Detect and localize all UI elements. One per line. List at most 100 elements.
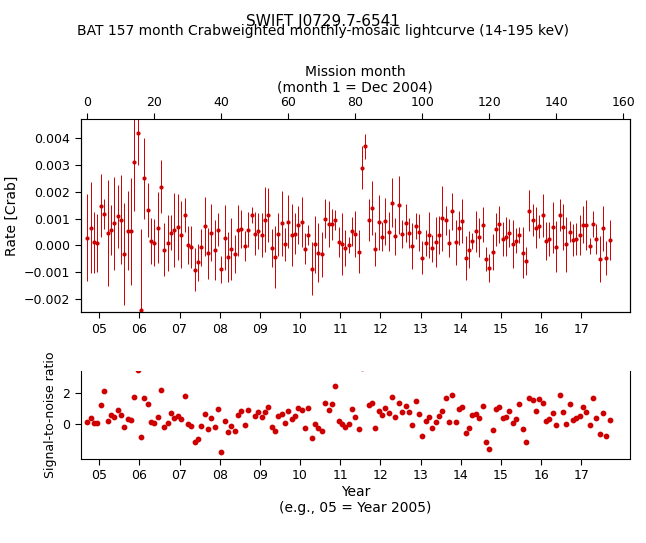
Point bbox=[196, 422, 207, 431]
Point bbox=[401, 402, 411, 411]
Point bbox=[514, 400, 525, 408]
Point bbox=[180, 392, 190, 401]
Point bbox=[313, 424, 324, 433]
Point bbox=[310, 419, 320, 428]
Point bbox=[216, 448, 227, 457]
Point bbox=[548, 409, 558, 418]
Point bbox=[364, 401, 374, 409]
Point bbox=[581, 407, 592, 416]
Point bbox=[407, 420, 417, 429]
Point bbox=[320, 399, 330, 407]
Point bbox=[367, 399, 377, 407]
Point bbox=[250, 412, 260, 420]
Point bbox=[203, 425, 213, 434]
Point bbox=[357, 364, 367, 372]
Point bbox=[243, 406, 253, 415]
Point bbox=[504, 406, 514, 415]
Point bbox=[557, 408, 568, 416]
Point bbox=[132, 365, 143, 374]
Point bbox=[96, 400, 106, 409]
Point bbox=[236, 407, 247, 415]
Point bbox=[477, 402, 488, 411]
Point bbox=[601, 432, 612, 440]
Point bbox=[293, 403, 304, 412]
Point bbox=[578, 403, 588, 412]
Point bbox=[166, 409, 176, 418]
Point bbox=[471, 409, 481, 418]
Point bbox=[568, 415, 578, 424]
Point bbox=[143, 400, 153, 408]
Point bbox=[183, 420, 193, 428]
Point bbox=[156, 385, 166, 394]
Point bbox=[497, 414, 508, 422]
Point bbox=[517, 425, 528, 433]
Point bbox=[491, 405, 501, 414]
Point bbox=[303, 404, 313, 413]
Point bbox=[377, 411, 387, 419]
Point bbox=[488, 426, 498, 434]
Point bbox=[112, 406, 123, 414]
Point bbox=[424, 413, 434, 422]
Point bbox=[591, 414, 601, 422]
Point bbox=[537, 399, 548, 407]
Point bbox=[149, 418, 160, 427]
Point bbox=[444, 418, 454, 426]
Point bbox=[373, 407, 384, 415]
Point bbox=[594, 430, 605, 438]
Point bbox=[333, 416, 344, 425]
Point bbox=[481, 438, 491, 447]
Point bbox=[390, 413, 401, 421]
Point bbox=[209, 422, 220, 431]
Point bbox=[511, 414, 521, 423]
Point bbox=[263, 402, 273, 411]
Point bbox=[136, 433, 146, 441]
Point bbox=[253, 407, 264, 416]
Point bbox=[360, 296, 371, 305]
Point bbox=[163, 419, 173, 427]
Point bbox=[317, 426, 327, 435]
Point bbox=[588, 394, 598, 403]
Point bbox=[193, 434, 203, 443]
Point bbox=[551, 421, 561, 430]
Point bbox=[266, 422, 276, 431]
Point bbox=[327, 400, 337, 408]
Point bbox=[189, 438, 200, 446]
Point bbox=[461, 429, 471, 438]
Point bbox=[160, 422, 170, 431]
Point bbox=[270, 426, 280, 435]
Point bbox=[260, 408, 270, 416]
Point bbox=[521, 438, 531, 446]
Point bbox=[434, 412, 444, 420]
Point bbox=[226, 422, 236, 431]
Point bbox=[324, 406, 334, 414]
Point bbox=[454, 405, 464, 413]
Point bbox=[410, 397, 421, 406]
Point bbox=[146, 417, 156, 426]
Point bbox=[106, 411, 116, 419]
Point bbox=[545, 414, 555, 423]
Point bbox=[534, 395, 545, 403]
Point bbox=[531, 407, 541, 415]
Point bbox=[350, 412, 360, 421]
Point bbox=[273, 412, 284, 421]
Point bbox=[413, 409, 424, 418]
Point bbox=[450, 418, 461, 427]
Point bbox=[139, 394, 149, 403]
Point bbox=[427, 424, 437, 432]
Point bbox=[126, 416, 136, 425]
Point bbox=[430, 418, 441, 426]
Point bbox=[152, 412, 163, 421]
Point bbox=[585, 421, 595, 430]
Point bbox=[297, 406, 307, 414]
Point bbox=[528, 396, 538, 405]
Point bbox=[574, 412, 585, 420]
Point bbox=[554, 391, 565, 400]
Point bbox=[421, 417, 431, 426]
Point bbox=[340, 422, 350, 431]
Point bbox=[256, 413, 267, 421]
Point bbox=[457, 403, 468, 412]
Point bbox=[474, 414, 484, 422]
Point bbox=[571, 414, 581, 422]
Point bbox=[89, 419, 99, 427]
Point bbox=[307, 434, 317, 443]
